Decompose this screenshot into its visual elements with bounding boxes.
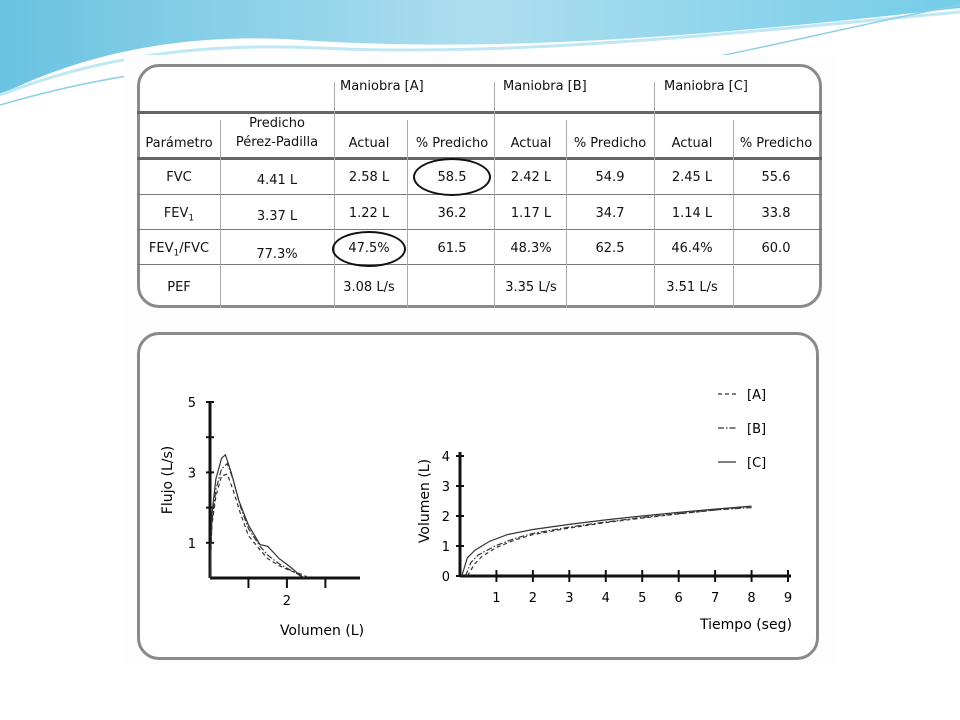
row-b-actual: 48.3% — [510, 241, 552, 256]
col-header-actual: Actual — [348, 136, 390, 151]
param-subscript: 1 — [188, 213, 195, 224]
col-header-pct-predicho: % Predicho — [573, 136, 647, 151]
x-tick-label: 4 — [602, 591, 610, 606]
x-tick-label: 6 — [675, 591, 683, 606]
param-tail: /FVC — [179, 241, 210, 256]
col-header-predicho: Predicho — [249, 116, 305, 131]
row-c-actual: 1.14 L — [671, 206, 713, 221]
y-tick-label: 1 — [442, 540, 450, 555]
series-line-B — [464, 507, 752, 577]
row-b-pct: 62.5 — [595, 241, 625, 256]
row-a-actual: 3.08 L/s — [343, 280, 395, 295]
row-b-actual: 2.42 L — [510, 170, 552, 185]
row-c-pct: 33.8 — [761, 206, 791, 221]
legend-label: [A] — [747, 388, 766, 403]
y-axis-label: Flujo (L/s) — [160, 446, 176, 514]
row-b-actual: 3.35 L/s — [505, 280, 557, 295]
table-rule — [137, 194, 822, 195]
col-header-pct-predicho: % Predicho — [415, 136, 489, 151]
group-header-b: Maniobra [B] — [503, 79, 587, 94]
row-param: FEV1/FVC — [130, 241, 228, 262]
row-c-actual: 46.4% — [671, 241, 713, 256]
group-header-c: Maniobra [C] — [664, 79, 748, 94]
y-tick-label: 0 — [442, 570, 450, 585]
series-line-C — [209, 453, 305, 579]
legend-label: [C] — [747, 456, 766, 471]
x-tick-label: 2 — [283, 594, 291, 609]
x-tick-label: 1 — [492, 591, 500, 606]
row-param: PEF — [130, 280, 228, 296]
col-header-perez-padilla: Pérez-Padilla — [235, 135, 319, 150]
col-header-actual: Actual — [510, 136, 552, 151]
row-c-actual: 3.51 L/s — [666, 280, 718, 295]
table-column-rule — [407, 120, 408, 308]
row-c-actual: 2.45 L — [671, 170, 713, 185]
table-column-rule — [733, 120, 734, 308]
row-predicted: 77.3% — [256, 247, 298, 262]
x-tick-label: 3 — [565, 591, 573, 606]
row-predicted: 4.41 L — [256, 173, 298, 188]
y-axis-label: Volumen (L) — [417, 459, 433, 543]
row-predicted: 3.37 L — [256, 209, 298, 224]
series-line-B — [209, 462, 304, 579]
row-param: FVC — [130, 170, 228, 186]
table-column-rule — [654, 82, 655, 308]
y-tick-label: 3 — [442, 480, 450, 495]
series-line-C — [461, 505, 752, 577]
x-tick-label: 8 — [747, 591, 755, 606]
series-line-A — [209, 473, 310, 579]
table-column-rule — [566, 120, 567, 308]
highlight-circle-fev1-fvc — [332, 231, 406, 267]
y-tick-label: 1 — [188, 537, 196, 552]
x-tick-label: 9 — [784, 591, 792, 606]
table-rule — [137, 264, 822, 265]
row-c-pct: 60.0 — [761, 241, 791, 256]
table-rule — [137, 157, 822, 160]
y-tick-label: 3 — [188, 466, 196, 481]
y-tick-label: 2 — [442, 510, 450, 525]
y-tick-label: 5 — [188, 396, 196, 411]
x-axis-label: Volumen (L) — [280, 623, 364, 639]
param-label: FVC — [166, 170, 192, 185]
x-axis-label: Tiempo (seg) — [699, 617, 792, 633]
row-a-pct: 61.5 — [437, 241, 467, 256]
row-param: FEV1 — [130, 206, 228, 227]
row-a-actual: 2.58 L — [348, 170, 390, 185]
row-c-pct: 55.6 — [761, 170, 791, 185]
param-label: PEF — [167, 280, 191, 295]
volume-time-chart: 0 1 2 3 4 1 2 3 4 5 6 7 8 9 [A] [B] [C] Volumen (L) Tiempo… — [417, 388, 792, 633]
table-column-rule — [334, 82, 335, 308]
row-b-actual: 1.17 L — [510, 206, 552, 221]
x-tick-label: 2 — [529, 591, 537, 606]
col-header-parametro: Parámetro — [145, 136, 213, 151]
table-rule — [137, 111, 822, 114]
table-column-rule — [494, 82, 495, 308]
row-a-pct: 36.2 — [437, 206, 467, 221]
group-header-a: Maniobra [A] — [340, 79, 424, 94]
x-tick-label: 5 — [638, 591, 646, 606]
highlight-circle-fvc-pct — [413, 158, 491, 196]
y-tick-label: 4 — [442, 450, 450, 465]
col-header-actual: Actual — [671, 136, 713, 151]
flow-volume-chart: 1 3 5 2 Flujo (L/s) Volumen (L) — [160, 396, 364, 639]
col-header-pct-predicho: % Predicho — [739, 136, 813, 151]
x-tick-label: 7 — [711, 591, 719, 606]
param-subscript: 1 — [173, 248, 180, 259]
row-b-pct: 34.7 — [595, 206, 625, 221]
charts-panel — [137, 332, 819, 660]
table-column-rule — [220, 120, 221, 308]
row-b-pct: 54.9 — [595, 170, 625, 185]
table-rule — [137, 229, 822, 230]
row-a-actual: 1.22 L — [348, 206, 390, 221]
series-line-A — [466, 505, 752, 577]
param-label: FEV — [163, 206, 189, 221]
param-label: FEV — [148, 241, 174, 256]
legend-label: [B] — [747, 422, 766, 437]
